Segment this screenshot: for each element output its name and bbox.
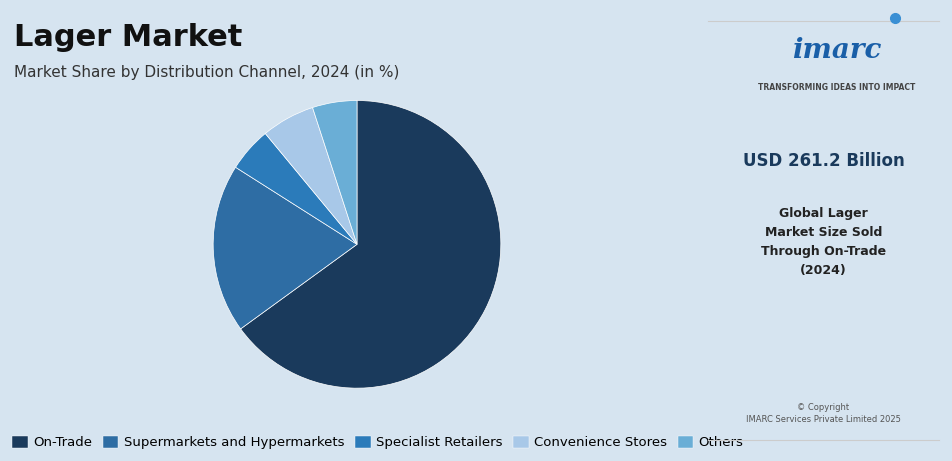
Text: TRANSFORMING IDEAS INTO IMPACT: TRANSFORMING IDEAS INTO IMPACT [758,83,915,92]
Legend: On-Trade, Supermarkets and Hypermarkets, Specialist Retailers, Convenience Store: On-Trade, Supermarkets and Hypermarkets,… [7,431,749,455]
Wedge shape [266,107,357,244]
Text: Global Lager
Market Size Sold
Through On-Trade
(2024): Global Lager Market Size Sold Through On… [761,207,886,278]
Wedge shape [241,100,501,388]
Text: © Copyright
IMARC Services Private Limited 2025: © Copyright IMARC Services Private Limit… [746,402,901,424]
Text: USD 261.2 Billion: USD 261.2 Billion [743,152,904,170]
Wedge shape [312,100,357,244]
Text: imarc: imarc [792,37,881,64]
Text: Lager Market: Lager Market [14,23,242,52]
Text: Market Share by Distribution Channel, 2024 (in %): Market Share by Distribution Channel, 20… [14,65,399,80]
Wedge shape [235,134,357,244]
Wedge shape [213,167,357,329]
